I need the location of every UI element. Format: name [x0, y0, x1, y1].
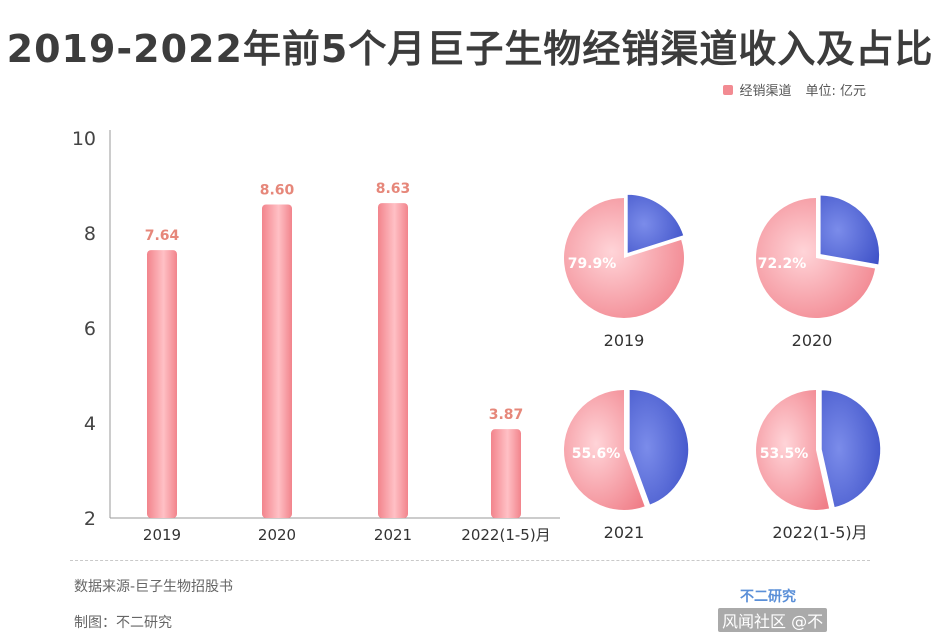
pie-year-label: 2020 [792, 331, 833, 350]
pie-slice-other [819, 194, 881, 267]
data-source: 数据来源-巨子生物招股书 [74, 579, 234, 595]
y-tick-label: 8 [84, 223, 96, 245]
bar-data-label: 8.63 [376, 181, 411, 197]
pie-slice-other [820, 388, 882, 509]
bar [262, 204, 292, 518]
y-tick-label: 4 [84, 413, 96, 435]
pie-year-label: 2019 [604, 331, 645, 350]
x-tick-label: 2020 [258, 526, 296, 544]
credit-watermark: 风闻社区 @不 [718, 608, 828, 632]
y-tick-label: 10 [72, 128, 96, 150]
bar-data-label: 7.64 [145, 228, 180, 244]
pie-year-label: 2022(1-5)月 [772, 523, 867, 542]
pie-year-label: 2021 [604, 523, 645, 542]
legend-series-name: 经销渠道 [739, 84, 792, 99]
bar [147, 250, 177, 518]
y-tick-label: 6 [84, 318, 96, 340]
pie-share-label: 55.6% [572, 446, 621, 462]
x-tick-label: 2022(1-5)月 [461, 526, 550, 544]
pie-share-label: 72.2% [758, 256, 807, 272]
legend-swatch [723, 84, 734, 95]
brand-watermark: 不二研究 [740, 589, 796, 605]
legend-unit: 单位: 亿元 [805, 84, 866, 99]
pie-share-label: 79.9% [568, 256, 617, 272]
bar-data-label: 8.60 [260, 183, 295, 199]
pie-slice-distribution [563, 390, 645, 510]
chart-maker: 制图：不二研究 [74, 615, 172, 631]
pie-slice-other [628, 388, 690, 507]
pie-slice-distribution [564, 198, 685, 319]
bar-data-label: 3.87 [489, 407, 524, 423]
x-tick-label: 2021 [374, 526, 412, 544]
pie-share-label: 53.5% [760, 446, 809, 462]
bar [491, 429, 521, 518]
bar-chart: 2 4 6 8 10 7.64 2019 8.60 2020 8.63 2021 3.87 2022(1… [72, 128, 560, 544]
footer-divider [70, 560, 870, 561]
bar [378, 203, 408, 518]
legend: 经销渠道 单位: 亿元 [723, 80, 866, 99]
pie-slice-other [626, 193, 686, 255]
x-tick-label: 2019 [143, 526, 181, 544]
pie-charts: 79.9% 2019 72.2% 2020 55.6% 2021 53.5% 2022(1-5… [563, 193, 882, 542]
pie-slice-distribution [755, 198, 876, 318]
y-tick-label: 2 [84, 508, 96, 530]
pie-slice-distribution [756, 390, 830, 510]
chart-title: 2019-2022年前5个月巨子生物经销渠道收入及占比 [6, 27, 934, 71]
